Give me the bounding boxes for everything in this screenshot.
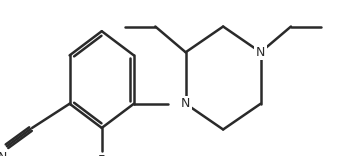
Text: N: N (0, 151, 7, 156)
Text: N: N (256, 46, 265, 59)
Text: N: N (181, 97, 190, 110)
Text: F: F (98, 154, 105, 156)
